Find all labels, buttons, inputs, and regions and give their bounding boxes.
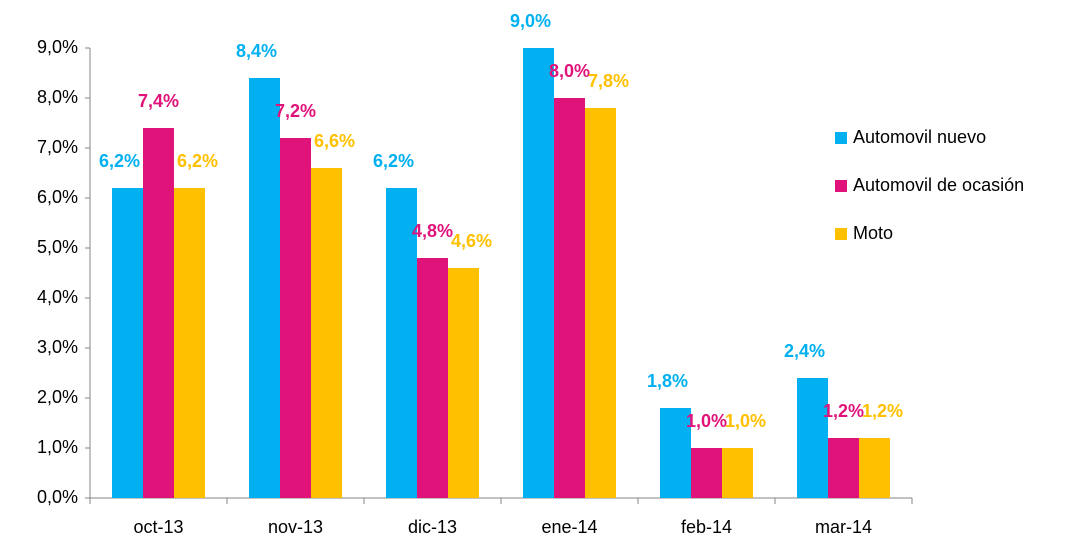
bar xyxy=(859,438,890,498)
value-label: 1,0% xyxy=(686,411,727,431)
legend-label: Automovil nuevo xyxy=(853,127,986,147)
bar xyxy=(174,188,205,498)
y-tick-label: 7,0% xyxy=(37,137,78,157)
x-tick-label: feb-14 xyxy=(681,517,732,537)
bar xyxy=(386,188,417,498)
bar xyxy=(280,138,311,498)
value-label: 4,8% xyxy=(412,221,453,241)
bar xyxy=(691,448,722,498)
bar xyxy=(828,438,859,498)
legend-swatch xyxy=(835,228,847,240)
bar xyxy=(112,188,143,498)
value-label: 6,6% xyxy=(314,131,355,151)
bar xyxy=(585,108,616,498)
bar xyxy=(311,168,342,498)
value-label: 1,0% xyxy=(725,411,766,431)
legend-label: Automovil de ocasión xyxy=(853,175,1024,195)
y-tick-label: 8,0% xyxy=(37,87,78,107)
x-tick-label: mar-14 xyxy=(815,517,872,537)
bar xyxy=(722,448,753,498)
y-tick-label: 3,0% xyxy=(37,337,78,357)
legend-swatch xyxy=(835,180,847,192)
bar xyxy=(523,48,554,498)
value-label: 8,4% xyxy=(236,41,277,61)
bar xyxy=(660,408,691,498)
value-label: 6,2% xyxy=(177,151,218,171)
legend-label: Moto xyxy=(853,223,893,243)
value-label: 6,2% xyxy=(99,151,140,171)
value-label: 8,0% xyxy=(549,61,590,81)
value-label: 1,2% xyxy=(823,401,864,421)
bar xyxy=(249,78,280,498)
x-tick-label: nov-13 xyxy=(268,517,323,537)
value-label: 6,2% xyxy=(373,151,414,171)
y-tick-label: 9,0% xyxy=(37,37,78,57)
y-tick-label: 1,0% xyxy=(37,437,78,457)
bar xyxy=(554,98,585,498)
value-label: 7,2% xyxy=(275,101,316,121)
y-tick-label: 0,0% xyxy=(37,487,78,507)
bar xyxy=(797,378,828,498)
value-label: 9,0% xyxy=(510,11,551,31)
y-tick-label: 5,0% xyxy=(37,237,78,257)
y-tick-label: 2,0% xyxy=(37,387,78,407)
y-tick-label: 6,0% xyxy=(37,187,78,207)
legend-swatch xyxy=(835,132,847,144)
x-tick-label: dic-13 xyxy=(408,517,457,537)
value-label: 4,6% xyxy=(451,231,492,251)
x-tick-label: ene-14 xyxy=(541,517,597,537)
value-label: 7,8% xyxy=(588,71,629,91)
bar xyxy=(143,128,174,498)
y-tick-label: 4,0% xyxy=(37,287,78,307)
bar xyxy=(417,258,448,498)
value-label: 2,4% xyxy=(784,341,825,361)
value-label: 1,2% xyxy=(862,401,903,421)
x-tick-label: oct-13 xyxy=(133,517,183,537)
bar xyxy=(448,268,479,498)
value-label: 7,4% xyxy=(138,91,179,111)
value-label: 1,8% xyxy=(647,371,688,391)
